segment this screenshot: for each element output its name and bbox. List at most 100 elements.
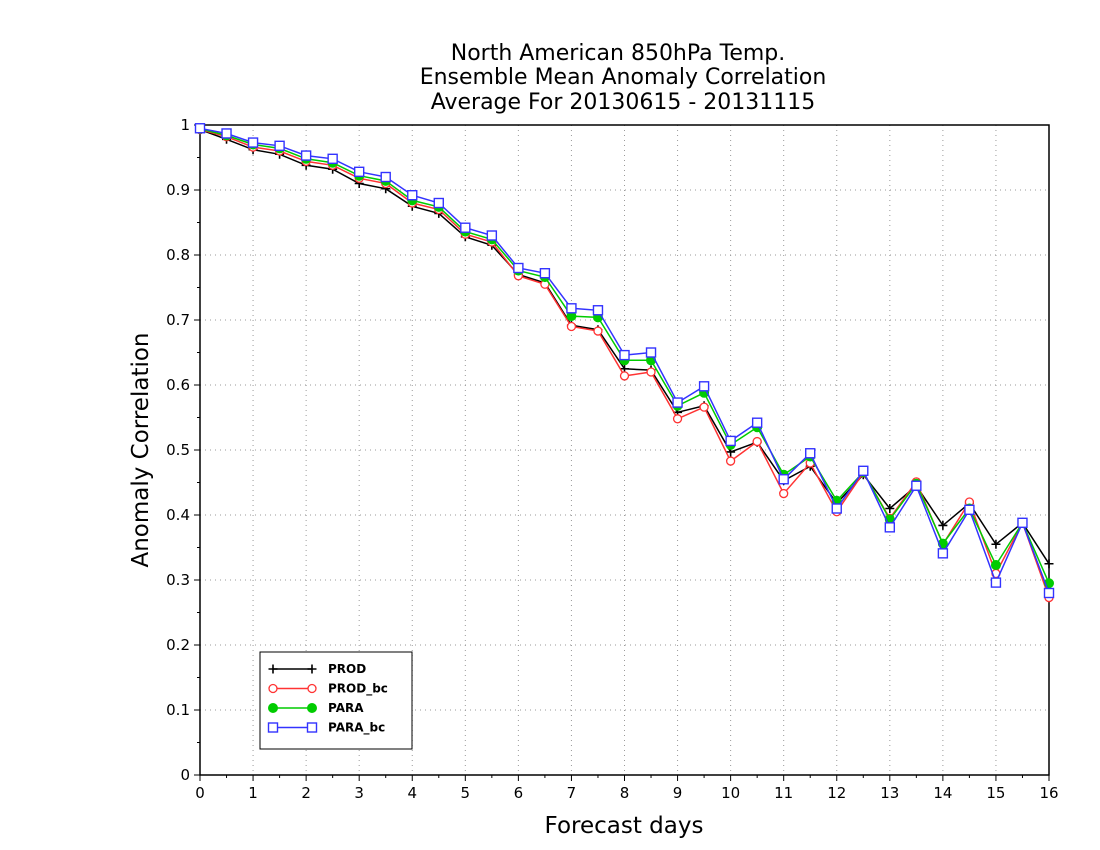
x-tick-label: 12 — [827, 784, 846, 802]
chart-title: North American 850hPa Temp. Ensemble Mea… — [420, 41, 827, 115]
data-point — [407, 189, 418, 201]
data-point — [938, 520, 948, 530]
x-axis-label: Forecast days — [545, 813, 704, 839]
data-point — [593, 326, 603, 336]
x-tick-label: 2 — [301, 784, 311, 802]
legend-entry: PROD — [268, 662, 366, 676]
x-tick-label: 0 — [195, 784, 205, 802]
y-tick-label: 0.3 — [166, 571, 190, 589]
x-tick-label: 14 — [933, 784, 952, 802]
data-point — [307, 683, 317, 694]
y-tick-label: 0 — [180, 766, 190, 784]
y-tick-label: 0.7 — [166, 311, 190, 329]
y-tick-label: 0.1 — [166, 701, 190, 719]
legend-label: PROD — [328, 662, 366, 676]
data-point — [990, 560, 1001, 571]
y-tick-label: 0.4 — [166, 506, 190, 524]
legend-entry: PARA_bc — [267, 721, 385, 736]
data-point — [619, 371, 630, 381]
data-point — [778, 474, 789, 485]
data-point — [1043, 587, 1055, 599]
data-point — [990, 577, 1002, 588]
chart-title-line-1: North American 850hPa Temp. — [451, 41, 786, 66]
x-tick-label: 9 — [673, 784, 683, 802]
x-tick-label: 5 — [461, 784, 471, 802]
legend-label: PROD_bc — [328, 682, 388, 697]
data-point — [1017, 517, 1028, 528]
data-point — [194, 123, 206, 134]
x-tick-label: 4 — [407, 784, 417, 802]
data-point — [380, 171, 391, 183]
data-point — [884, 522, 896, 533]
x-tick-label: 16 — [1039, 784, 1058, 802]
data-point — [486, 230, 498, 241]
data-point — [911, 480, 922, 491]
x-tick-label: 1 — [248, 784, 258, 802]
data-point — [566, 303, 577, 314]
data-point — [699, 402, 709, 412]
data-point — [698, 381, 710, 392]
data-point — [751, 417, 763, 428]
axis-ticks: 0 1 2 3 4 5 6 7 8 9 10 11 12 13 14 15 1600.10.20.30.40.5… — [166, 116, 1058, 802]
x-tick-label: 13 — [880, 784, 899, 802]
data-point — [566, 321, 577, 332]
data-point — [274, 140, 285, 152]
legend-box — [259, 651, 413, 750]
data-point — [672, 414, 683, 424]
data-point — [268, 703, 278, 713]
data-point — [300, 150, 312, 161]
data-point — [307, 703, 317, 713]
y-tick-label: 1 — [180, 116, 190, 134]
x-tick-label: 3 — [354, 784, 364, 802]
data-point — [619, 349, 630, 361]
chart-title-line-2: Ensemble Mean Anomaly Correlation — [420, 65, 827, 90]
series-layer — [194, 123, 1055, 603]
legend: PROD PROD_bc PARA PARA_bc — [259, 651, 413, 750]
data-point — [646, 367, 656, 377]
legend-label: PARA — [328, 701, 364, 715]
legend-entry: PROD_bc — [268, 682, 388, 697]
series-para-bc — [194, 123, 1055, 599]
x-tick-label: 11 — [774, 784, 793, 802]
x-tick-label: 10 — [721, 784, 740, 802]
data-point — [1044, 559, 1054, 569]
data-point — [831, 503, 842, 514]
data-point — [592, 305, 604, 316]
data-point — [433, 197, 444, 209]
data-point — [725, 435, 736, 447]
data-point — [752, 436, 762, 447]
data-point — [885, 504, 895, 513]
data-point — [539, 268, 551, 279]
data-point — [307, 664, 317, 674]
data-point — [327, 153, 338, 165]
data-point — [672, 397, 683, 408]
data-point — [645, 347, 657, 358]
data-point — [779, 488, 789, 499]
data-point — [991, 539, 1001, 549]
data-point — [247, 137, 259, 148]
data-point — [268, 664, 278, 674]
data-point — [964, 504, 975, 515]
x-tick-label: 15 — [986, 784, 1005, 802]
legend-entry: PARA — [268, 701, 364, 715]
data-point — [858, 465, 869, 476]
data-point — [725, 456, 736, 466]
data-point — [460, 222, 471, 233]
x-tick-label: 6 — [514, 784, 524, 802]
data-point — [805, 448, 816, 459]
y-tick-label: 0.9 — [166, 181, 190, 199]
data-point — [937, 548, 949, 559]
x-tick-label: 8 — [620, 784, 630, 802]
data-point — [353, 166, 365, 178]
y-tick-label: 0.6 — [166, 376, 190, 394]
y-axis-label: Anomaly Correlation — [128, 332, 154, 567]
chart-title-line-3: Average For 20130615 - 20131115 — [431, 90, 816, 115]
y-tick-label: 0.5 — [166, 441, 190, 459]
legend-label: PARA_bc — [328, 721, 385, 736]
data-point — [267, 722, 279, 733]
data-point — [513, 262, 524, 274]
data-point — [268, 683, 278, 694]
data-point — [221, 128, 232, 139]
x-tick-label: 7 — [567, 784, 577, 802]
